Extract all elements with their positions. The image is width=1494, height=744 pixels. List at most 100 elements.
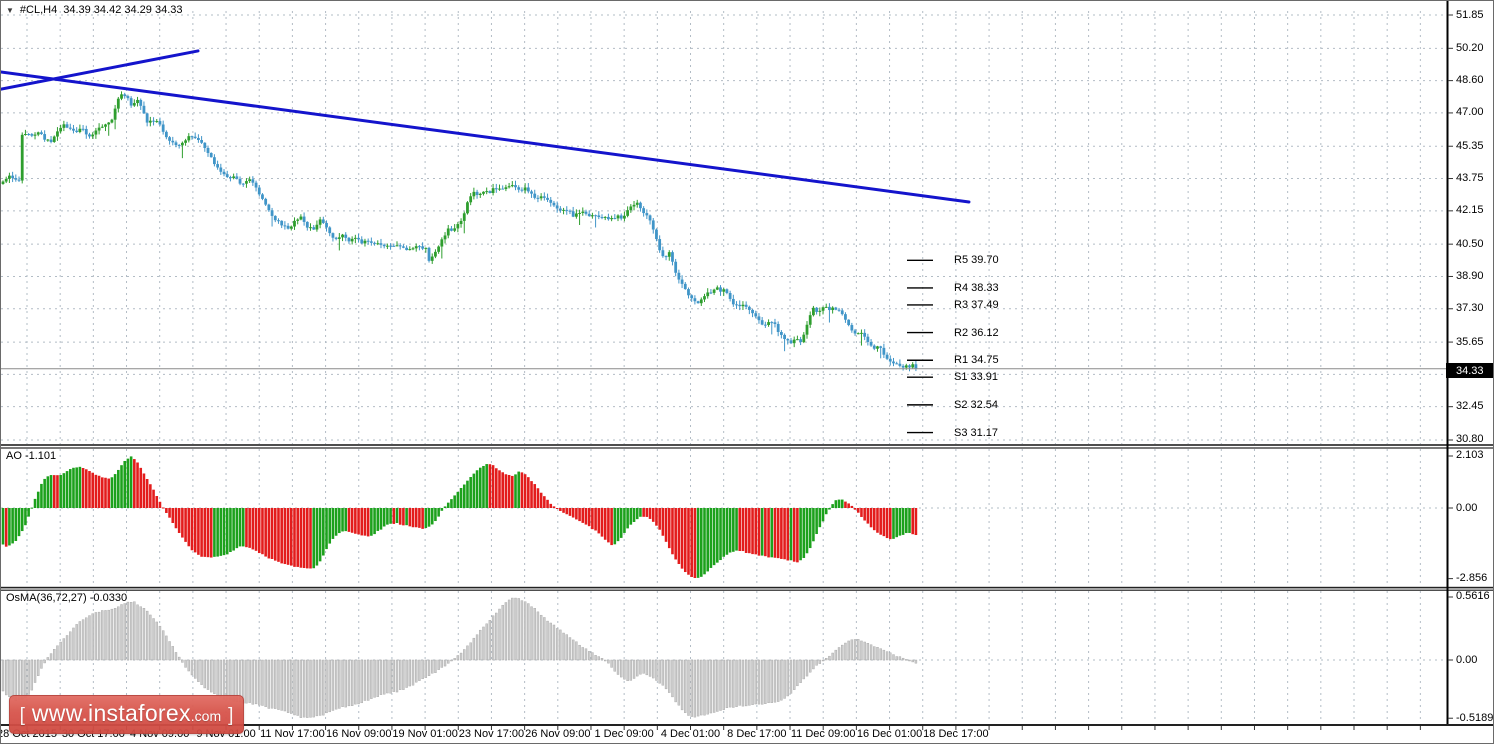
candle-body — [542, 196, 546, 198]
candle-body — [158, 121, 162, 125]
ao-bar — [840, 499, 844, 508]
price-axis-label: 35.65 — [1456, 335, 1484, 348]
osma-bar — [889, 652, 892, 661]
candle-body — [62, 124, 66, 128]
ao-bar — [36, 491, 40, 508]
ao-bar — [398, 508, 402, 525]
osma-bar — [770, 659, 773, 703]
candle-body — [200, 140, 203, 143]
osma-bar — [331, 659, 335, 711]
time-axis-label: 16 Nov 09:00 — [326, 728, 392, 740]
ao-bar — [478, 467, 482, 508]
ao-bar — [318, 508, 322, 562]
osma-bar — [379, 659, 383, 695]
ao-bar — [123, 460, 127, 508]
ao-bar — [216, 508, 219, 557]
ao-bar — [27, 508, 30, 517]
ao-bar — [872, 508, 876, 531]
candle-body — [744, 304, 748, 307]
candle-body — [164, 131, 168, 138]
osma-bar — [533, 608, 536, 661]
candle-body — [533, 193, 537, 198]
candle-body — [632, 204, 636, 207]
ao-bar — [607, 508, 610, 543]
candle-body — [389, 245, 392, 247]
ao-bar — [472, 473, 476, 508]
osma-bar — [341, 659, 344, 707]
osma-bar — [161, 630, 165, 661]
price-axis-label: 51.85 — [1456, 8, 1484, 21]
ao-bar — [527, 477, 530, 508]
candle-body — [171, 140, 175, 143]
candle-body — [8, 175, 11, 179]
ao-bar — [49, 475, 53, 508]
osma-bar — [91, 613, 94, 661]
candle-body — [882, 347, 886, 355]
pivot-label: R1 34.75 — [954, 354, 999, 367]
ao-bar — [363, 508, 367, 536]
candle-body — [11, 175, 15, 179]
ao-bar — [786, 508, 790, 561]
osma-bar — [834, 649, 838, 661]
candle-body — [235, 176, 239, 179]
candle-body — [908, 365, 911, 368]
osma-bar — [267, 659, 271, 709]
osma-bar — [427, 659, 431, 676]
osma-bar — [405, 659, 408, 688]
candle-body — [860, 332, 863, 334]
ao-bar — [75, 467, 78, 508]
candle-body — [411, 248, 415, 250]
osma-bar — [780, 659, 783, 701]
osma-bar — [555, 628, 559, 661]
ao-bar — [764, 508, 767, 557]
ao-bar — [129, 456, 133, 508]
osma-bar — [498, 608, 501, 661]
candle-body — [369, 241, 373, 243]
price-axis-label: 42.15 — [1456, 204, 1484, 217]
candle-body — [424, 247, 428, 249]
candle-body — [434, 251, 437, 257]
price-axis-label: 32.45 — [1456, 400, 1484, 413]
candle-body — [747, 306, 751, 310]
osma-bar — [27, 659, 30, 695]
ao-bar — [501, 472, 504, 508]
candle-body — [129, 98, 133, 106]
osma-bar — [831, 652, 834, 661]
ao-bar — [466, 480, 469, 508]
ao-bar — [728, 508, 732, 553]
ao-bar — [667, 508, 671, 549]
candle-body — [110, 119, 114, 123]
symbol-dropdown-icon[interactable]: ▼ — [6, 5, 14, 15]
candle-body — [88, 134, 91, 137]
ao-bar — [325, 508, 328, 550]
osma-bar — [680, 659, 684, 711]
ao-bar — [408, 508, 412, 527]
trendline[interactable] — [1, 49, 200, 91]
osma-bar — [764, 659, 767, 704]
osma-bar — [728, 659, 732, 708]
candle-body — [14, 178, 18, 180]
candle-body — [610, 218, 614, 220]
pivot-label: R4 38.33 — [954, 281, 999, 294]
ao-bar — [824, 508, 828, 515]
instaforex-watermark: [ www.instaforex .com ] — [9, 695, 244, 734]
candle-body — [49, 139, 53, 142]
osma-bar — [258, 659, 261, 706]
osma-bar — [360, 659, 363, 704]
candle-body — [450, 228, 453, 231]
ao-bar — [642, 508, 645, 517]
candle-body — [395, 245, 399, 247]
osma-bar — [610, 659, 613, 668]
osma-bar — [37, 659, 40, 676]
osma-bar — [696, 659, 700, 717]
osma-bar — [757, 659, 761, 705]
ao-bar — [225, 508, 229, 555]
ao-bar — [165, 508, 168, 513]
candle-body — [818, 310, 822, 312]
osma-bar — [504, 602, 508, 661]
trendline[interactable] — [1, 70, 971, 204]
ao-bar — [648, 508, 652, 519]
osma-bar — [821, 659, 825, 662]
osma-bar — [117, 606, 120, 661]
